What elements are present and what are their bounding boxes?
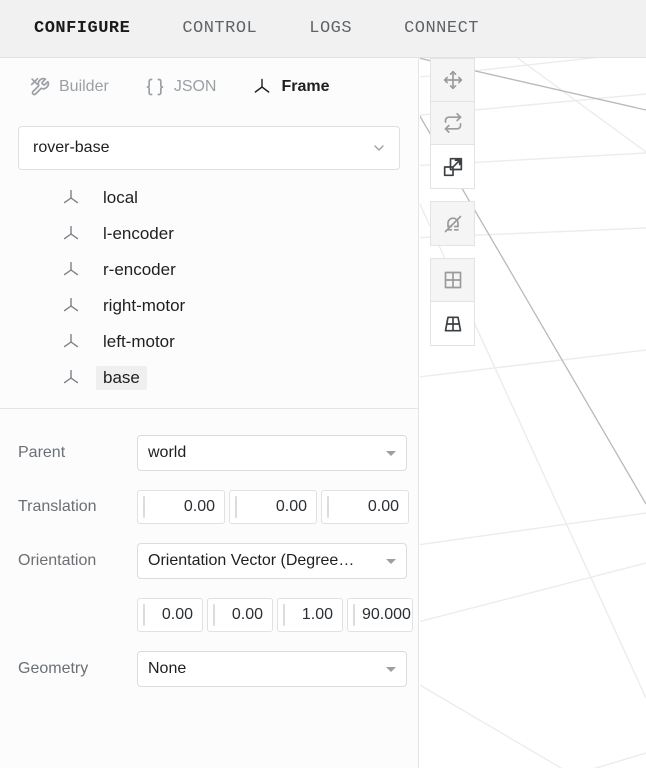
sub-tab-builder-label: Builder — [59, 78, 109, 95]
orientation-oy-input[interactable]: 0.00 — [207, 598, 273, 632]
tree-item-label: left-motor — [103, 332, 175, 351]
tree-item-label: right-motor — [103, 296, 186, 315]
panel-divider — [0, 408, 418, 409]
orientation-type-value: Orientation Vector (Degree… — [148, 552, 355, 569]
grid-tool-group — [430, 258, 475, 346]
tools-icon — [30, 77, 50, 97]
sub-tab-json-label: JSON — [173, 78, 217, 95]
geometry-label: Geometry — [18, 660, 89, 677]
parent-select[interactable]: world — [137, 435, 407, 471]
scale-tool-button[interactable] — [431, 145, 474, 188]
sub-tab-builder[interactable]: Builder — [30, 77, 109, 97]
parent-label: Parent — [18, 444, 66, 461]
grid-toggle-button[interactable] — [431, 259, 474, 302]
form-row-geometry: Geometry None — [0, 647, 418, 691]
3d-viewport[interactable] — [420, 58, 646, 768]
rotate-arrows-icon — [443, 113, 463, 133]
tree-item-r-encoder[interactable]: r-encoder — [12, 252, 418, 288]
tab-configure[interactable]: CONFIGURE — [34, 19, 131, 38]
grid-square-icon — [443, 270, 463, 290]
snap-tool-group — [430, 201, 475, 246]
form-row-parent: Parent world — [0, 431, 418, 475]
caret-down-icon — [386, 558, 396, 564]
translation-x-input[interactable]: 0.00 — [137, 490, 225, 524]
move-arrows-icon — [443, 70, 463, 90]
axis-frame-icon — [252, 77, 272, 97]
orientation-label: Orientation — [18, 552, 97, 569]
translation-x-value: 0.00 — [183, 498, 215, 515]
axis-frame-icon — [60, 187, 82, 209]
viewport-toolbar — [430, 58, 475, 358]
geometry-select-value: None — [148, 660, 187, 677]
tree-item-label: local — [103, 188, 138, 207]
axis-frame-icon — [60, 259, 82, 281]
tree-item-base[interactable]: base — [12, 360, 418, 396]
axis-frame-icon — [60, 295, 82, 317]
component-select[interactable]: rover-base — [18, 126, 400, 170]
translation-inputs: 0.00 0.00 0.00 — [137, 490, 409, 524]
tree-item-right-motor[interactable]: right-motor — [12, 288, 418, 324]
configure-panel: Builder JSON — [0, 58, 419, 768]
orientation-oz-input[interactable]: 1.00 — [277, 598, 343, 632]
frame-tree: local l-encoder r-encoder — [0, 180, 418, 396]
chevron-down-icon — [371, 140, 387, 156]
axis-frame-icon — [60, 331, 82, 353]
snap-toggle-button[interactable] — [431, 202, 474, 245]
perspective-grid-toggle-button[interactable] — [431, 302, 474, 345]
form-row-orientation-values: 0.00 0.00 1.00 90.000 — [0, 593, 418, 637]
tree-item-local[interactable]: local — [12, 180, 418, 216]
translation-y-value: 0.00 — [275, 498, 307, 515]
tab-connect[interactable]: CONNECT — [404, 19, 479, 38]
sub-tab-bar: Builder JSON — [0, 58, 418, 116]
orientation-theta-input[interactable]: 90.000 — [347, 598, 413, 632]
tree-item-label: r-encoder — [103, 260, 176, 279]
rotate-tool-button[interactable] — [431, 102, 474, 145]
tab-logs[interactable]: LOGS — [309, 19, 353, 38]
orientation-ox-value: 0.00 — [161, 606, 193, 623]
magnet-off-icon — [443, 214, 463, 234]
sub-tab-frame-label: Frame — [281, 78, 330, 95]
tree-item-l-encoder[interactable]: l-encoder — [12, 216, 418, 252]
parent-select-value: world — [148, 444, 187, 461]
orientation-ox-input[interactable]: 0.00 — [137, 598, 203, 632]
translation-y-input[interactable]: 0.00 — [229, 490, 317, 524]
scale-squares-icon — [443, 157, 463, 177]
geometry-select[interactable]: None — [137, 651, 407, 687]
component-select-value: rover-base — [33, 139, 110, 156]
sub-tab-frame[interactable]: Frame — [252, 77, 330, 97]
form-row-orientation: Orientation Orientation Vector (Degree… — [0, 539, 418, 583]
translation-z-value: 0.00 — [367, 498, 399, 515]
main-tab-bar: CONFIGURE CONTROL LOGS CONNECT — [0, 0, 646, 58]
orientation-type-select[interactable]: Orientation Vector (Degree… — [137, 543, 407, 579]
tree-item-left-motor[interactable]: left-motor — [12, 324, 418, 360]
orientation-oy-value: 0.00 — [231, 606, 263, 623]
tree-item-label: base — [96, 366, 147, 390]
move-tool-button[interactable] — [431, 59, 474, 102]
tree-item-label: l-encoder — [103, 224, 174, 243]
frame-properties-form: Parent world Translation 0.00 0.00 — [0, 409, 418, 691]
axis-frame-icon — [60, 223, 82, 245]
perspective-grid-icon — [443, 314, 463, 334]
sub-tab-json[interactable]: JSON — [145, 77, 217, 97]
caret-down-icon — [386, 666, 396, 672]
orientation-theta-value: 90.000 — [362, 606, 411, 623]
orientation-oz-value: 1.00 — [301, 606, 333, 623]
translation-label: Translation — [18, 498, 97, 515]
orientation-inputs: 0.00 0.00 1.00 90.000 — [137, 598, 413, 632]
translation-z-input[interactable]: 0.00 — [321, 490, 409, 524]
form-row-translation: Translation 0.00 0.00 0.00 — [0, 485, 418, 529]
transform-tool-group — [430, 58, 475, 189]
tab-control[interactable]: CONTROL — [182, 19, 258, 38]
braces-icon — [145, 77, 165, 97]
axis-frame-icon — [60, 367, 82, 389]
caret-down-icon — [386, 450, 396, 456]
